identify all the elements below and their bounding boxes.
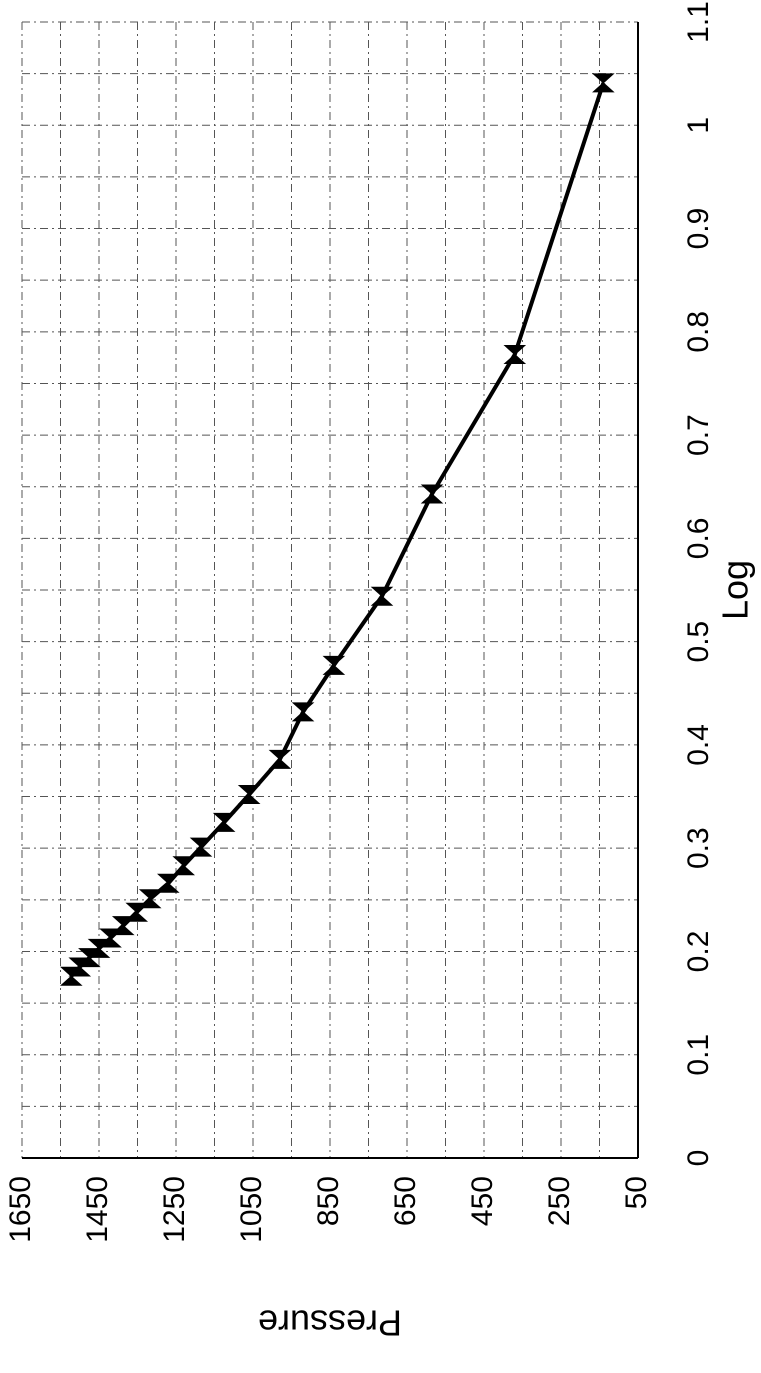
- data-point-marker: [268, 749, 292, 769]
- y-tick-label: 650: [389, 1176, 422, 1226]
- x-tick-label: 0.2: [682, 931, 715, 973]
- x-tick-label: 0.9: [682, 208, 715, 250]
- y-tick-labels: 1650 1450 1250 1050 850 650 450 250 50: [4, 1176, 653, 1243]
- y-tick-label: 50: [620, 1176, 653, 1209]
- y-axis-title: Pressure: [258, 1302, 402, 1343]
- data-point-marker: [322, 655, 346, 675]
- data-point-marker: [420, 484, 444, 504]
- x-tick-label: 0.8: [682, 311, 715, 353]
- x-tick-label: 0.1: [682, 1034, 715, 1076]
- y-tick-label: 1650: [4, 1176, 37, 1243]
- axes: [22, 22, 639, 1159]
- data-point-marker: [156, 873, 180, 893]
- x-tick-label: 0.3: [682, 827, 715, 869]
- data-point-marker: [503, 345, 527, 365]
- x-tick-label: 0: [682, 1150, 715, 1167]
- series: [59, 73, 615, 986]
- x-tick-label: 1: [682, 117, 715, 134]
- y-tick-label: 450: [466, 1176, 499, 1226]
- data-point-marker: [212, 812, 236, 832]
- data-point-marker: [138, 889, 162, 909]
- data-point-marker: [592, 73, 615, 93]
- data-point-marker: [172, 856, 196, 876]
- x-tick-label: 0.6: [682, 518, 715, 560]
- x-tick-label: 0.5: [682, 621, 715, 663]
- y-tick-label: 1050: [235, 1176, 268, 1243]
- series-line: [69, 82, 606, 978]
- data-point-marker: [125, 902, 149, 922]
- y-tick-label: 850: [312, 1176, 345, 1226]
- x-tick-labels: 0 0.1 0.2 0.3 0.4 0.5 0.6 0.7 0.8 0.9 1 1.1: [682, 1, 715, 1166]
- data-point-marker: [237, 784, 261, 804]
- data-point-marker: [189, 837, 213, 857]
- data-point-marker: [291, 702, 315, 722]
- x-tick-label: 1.1: [682, 1, 715, 43]
- y-tick-label: 1450: [81, 1176, 114, 1243]
- grid: [21, 21, 639, 1159]
- data-point-marker: [370, 586, 394, 606]
- y-tick-label: 1250: [158, 1176, 191, 1243]
- x-tick-label: 0.7: [682, 414, 715, 456]
- x-axis-title: Log: [715, 560, 756, 620]
- x-tick-label: 0.4: [682, 724, 715, 766]
- y-tick-label: 250: [543, 1176, 576, 1226]
